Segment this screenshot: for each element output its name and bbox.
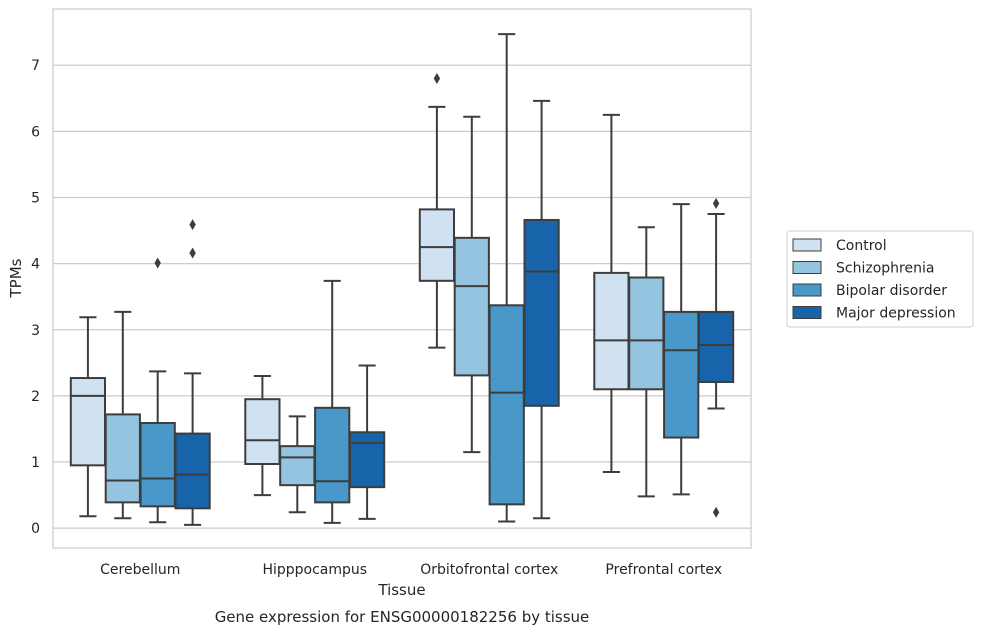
box-0-3 — [174, 219, 211, 526]
y-tick-label-1: 1 — [31, 455, 40, 471]
x-tick-label-0: Cerebellum — [100, 562, 180, 578]
box-2-2 — [488, 33, 525, 523]
x-tick-label-3: Prefrontal cortex — [605, 562, 722, 578]
box-body — [593, 271, 630, 391]
box-0-0 — [69, 316, 107, 518]
box-body — [69, 377, 107, 467]
box-body — [174, 432, 211, 510]
box-3-2 — [663, 203, 700, 496]
y-tick-label-2: 2 — [31, 389, 40, 405]
box-body — [697, 310, 735, 384]
box-3-0 — [593, 113, 630, 473]
box-2-1 — [453, 115, 490, 454]
legend-swatch-0 — [792, 238, 822, 252]
box-3-1 — [628, 226, 665, 498]
legend-label-0: Control — [836, 238, 887, 254]
x-tick-labels: Cerebellum Hipppocampus Orbitofrontal cort… — [100, 562, 722, 578]
outlier-point — [433, 72, 441, 84]
box-2-3 — [523, 99, 560, 520]
y-tick-label-7: 7 — [31, 58, 40, 74]
outlier-point — [189, 247, 196, 259]
legend-swatch-2 — [792, 283, 822, 297]
box-0-1 — [104, 310, 141, 520]
figure-caption: Gene expression for ENSG00000182256 by t… — [215, 608, 590, 626]
outlier-point — [154, 257, 161, 269]
legend-swatch-1 — [792, 261, 822, 274]
box-body — [453, 236, 490, 377]
box-body — [418, 208, 456, 282]
legend-label-3: Major depression — [836, 306, 956, 322]
box-body — [314, 406, 351, 504]
y-tick-label-5: 5 — [31, 190, 40, 206]
legend-frame — [786, 230, 974, 328]
box-0-2 — [139, 257, 176, 524]
box-body — [628, 276, 665, 391]
legend-label-1: Schizophrenia — [836, 261, 934, 277]
box-body — [139, 422, 176, 508]
box-1-2 — [314, 279, 351, 524]
box-body — [244, 398, 281, 466]
box-body — [348, 431, 386, 489]
legend-label-2: Bipolar disorder — [836, 283, 947, 299]
x-tick-label-1: Hipppocampus — [262, 562, 367, 578]
box-plots — [69, 33, 735, 526]
box-body — [523, 218, 560, 407]
y-axis-title: TPMs — [7, 258, 25, 298]
box-body — [663, 310, 700, 439]
x-tick-label-2: Orbitofrontal cortex — [420, 562, 558, 578]
plot-frame — [52, 8, 752, 549]
y-tick-label-6: 6 — [31, 124, 40, 140]
y-tick-labels: 0 1 2 3 4 5 6 7 — [31, 58, 40, 537]
outlier-point — [189, 219, 196, 231]
y-tick-label-0: 0 — [31, 521, 40, 537]
x-axis-title: Tissue — [377, 581, 425, 599]
box-body — [104, 413, 141, 504]
outlier-point — [712, 506, 720, 518]
y-tick-label-3: 3 — [31, 323, 40, 339]
outlier-point — [712, 197, 720, 209]
legend-swatch-3 — [792, 306, 822, 319]
box-3-3 — [697, 197, 735, 518]
legend: Control Schizophrenia Bipolar disorder Majo… — [786, 230, 974, 328]
y-tick-label-4: 4 — [31, 257, 40, 273]
box-body — [279, 445, 316, 487]
box-body — [488, 304, 525, 506]
box-1-3 — [348, 364, 386, 520]
box-1-0 — [244, 375, 281, 497]
